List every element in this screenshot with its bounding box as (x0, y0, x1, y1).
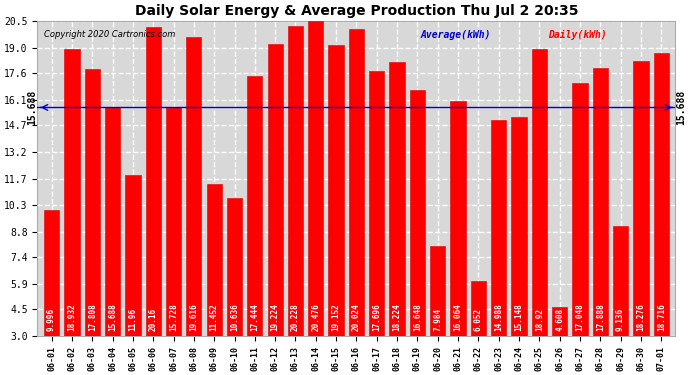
Bar (64, 49, 79, 375)
Text: 20.024: 20.024 (352, 303, 361, 331)
Bar (349, 29, 364, 375)
Text: 11.96: 11.96 (128, 308, 137, 331)
Text: 19.224: 19.224 (270, 303, 279, 331)
Bar (369, 71, 384, 375)
Bar (206, 184, 221, 375)
Text: 17.696: 17.696 (373, 303, 382, 331)
Bar (593, 68, 608, 375)
Bar (471, 281, 486, 375)
Text: 10.636: 10.636 (230, 303, 239, 331)
Bar (186, 37, 201, 375)
Text: 20.228: 20.228 (291, 303, 300, 331)
Text: 15.728: 15.728 (169, 303, 178, 331)
Text: 4.608: 4.608 (555, 308, 564, 331)
Text: 16.064: 16.064 (453, 303, 462, 331)
Bar (511, 117, 526, 375)
Bar (268, 44, 283, 375)
Bar (613, 225, 628, 375)
Text: 17.808: 17.808 (88, 303, 97, 331)
Bar (166, 107, 181, 375)
Text: 15.688: 15.688 (676, 90, 686, 125)
Text: 11.452: 11.452 (210, 303, 219, 331)
Text: 20.476: 20.476 (311, 303, 320, 331)
Bar (308, 21, 324, 375)
Text: 18.92: 18.92 (535, 308, 544, 331)
Bar (633, 61, 649, 375)
Text: Daily(kWh): Daily(kWh) (548, 30, 607, 40)
Text: Average(kWh): Average(kWh) (420, 30, 491, 40)
Text: 20.16: 20.16 (149, 308, 158, 331)
Bar (328, 45, 344, 375)
Bar (389, 62, 405, 375)
Text: 19.616: 19.616 (189, 303, 198, 331)
Text: 17.444: 17.444 (250, 303, 259, 331)
Text: 16.648: 16.648 (413, 303, 422, 331)
Text: 7.984: 7.984 (433, 308, 442, 331)
Text: 18.932: 18.932 (68, 303, 77, 331)
Bar (532, 49, 547, 375)
Text: 18.716: 18.716 (657, 303, 666, 331)
Text: 17.048: 17.048 (575, 303, 584, 331)
Text: 9.136: 9.136 (616, 308, 625, 331)
Text: 18.224: 18.224 (393, 303, 402, 331)
Text: Copyright 2020 Cartronics.com: Copyright 2020 Cartronics.com (43, 30, 175, 39)
Text: 15.688: 15.688 (108, 303, 117, 331)
Text: 6.052: 6.052 (474, 308, 483, 331)
Text: 17.888: 17.888 (595, 303, 605, 331)
Text: 19.152: 19.152 (332, 303, 341, 331)
Bar (126, 175, 141, 375)
Bar (451, 100, 466, 375)
Bar (44, 210, 59, 375)
Bar (146, 27, 161, 375)
Bar (227, 198, 242, 375)
Text: 15.688: 15.688 (28, 90, 37, 125)
Bar (105, 108, 120, 375)
Bar (288, 26, 303, 375)
Text: 18.276: 18.276 (636, 303, 645, 331)
Text: 15.148: 15.148 (515, 303, 524, 331)
Text: 14.988: 14.988 (494, 303, 503, 331)
Title: Daily Solar Energy & Average Production Thu Jul 2 20:35: Daily Solar Energy & Average Production … (135, 4, 578, 18)
Bar (430, 246, 445, 375)
Bar (653, 53, 669, 375)
Bar (491, 120, 506, 375)
Bar (410, 90, 425, 375)
Bar (85, 69, 100, 375)
Text: 9.996: 9.996 (47, 308, 56, 331)
Bar (552, 307, 567, 375)
Bar (573, 83, 588, 375)
Bar (247, 76, 262, 375)
